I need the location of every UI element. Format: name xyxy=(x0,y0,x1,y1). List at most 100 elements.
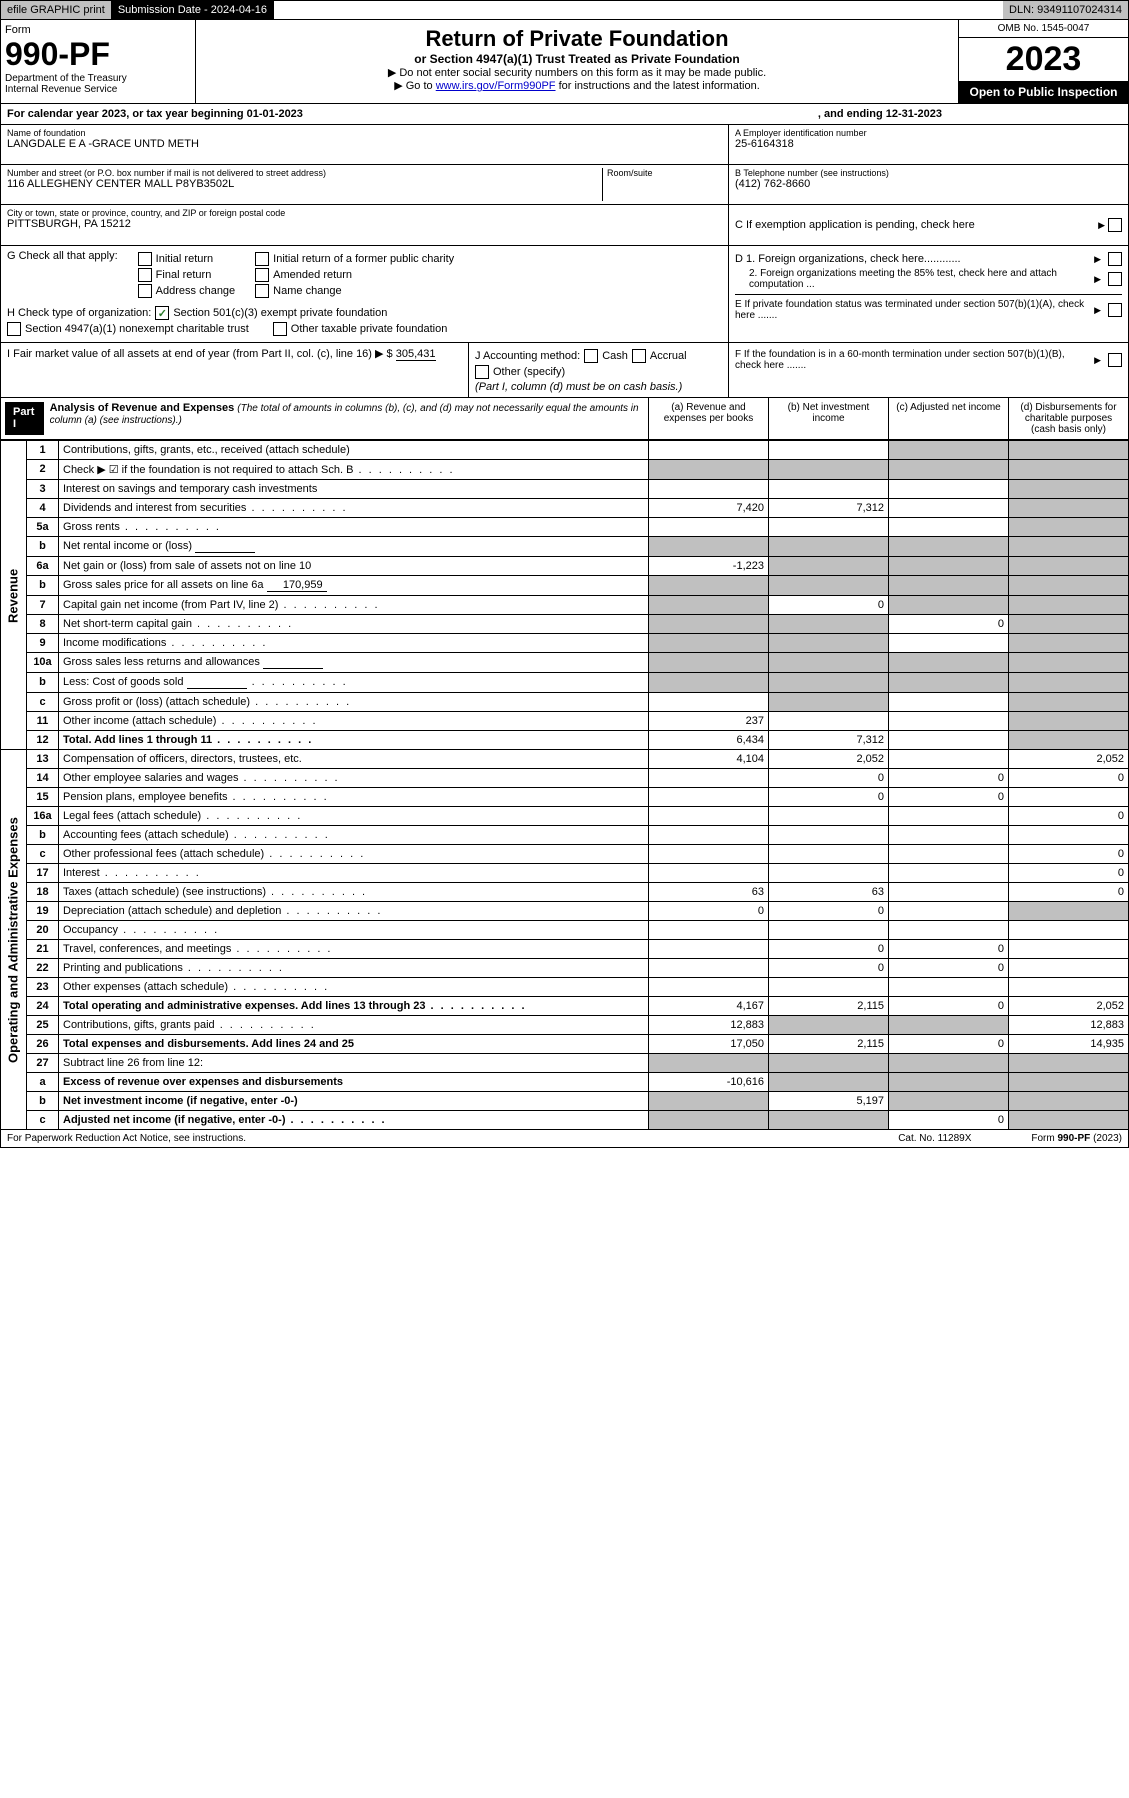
amount-cell xyxy=(889,978,1009,997)
amount-cell xyxy=(1009,788,1129,807)
line-description: Gross rents xyxy=(59,518,649,537)
table-row: bLess: Cost of goods sold xyxy=(1,673,1129,693)
footer-right: Form 990-PF (2023) xyxy=(1031,1133,1122,1144)
line-number: b xyxy=(27,826,59,845)
line-description: Gross sales price for all assets on line… xyxy=(59,576,649,596)
d2-checkbox[interactable] xyxy=(1108,272,1122,286)
amount-cell xyxy=(1009,1073,1129,1092)
line-number: b xyxy=(27,673,59,693)
table-row: 7Capital gain net income (from Part IV, … xyxy=(1,596,1129,615)
amount-cell xyxy=(769,537,889,557)
line-number: 12 xyxy=(27,731,59,750)
form-link[interactable]: www.irs.gov/Form990PF xyxy=(436,80,556,92)
table-row: 21Travel, conferences, and meetings00 xyxy=(1,940,1129,959)
table-row: 3Interest on savings and temporary cash … xyxy=(1,480,1129,499)
line-description: Contributions, gifts, grants paid xyxy=(59,1016,649,1035)
table-row: bGross sales price for all assets on lin… xyxy=(1,576,1129,596)
h-501c3-checkbox[interactable] xyxy=(155,306,169,320)
page-footer: For Paperwork Reduction Act Notice, see … xyxy=(0,1130,1129,1148)
amount-cell: 2,052 xyxy=(1009,997,1129,1016)
j-accrual: Accrual xyxy=(650,350,687,362)
amount-cell: 0 xyxy=(1009,864,1129,883)
amount-cell: 0 xyxy=(889,1035,1009,1054)
line-number: 26 xyxy=(27,1035,59,1054)
amount-cell: 12,883 xyxy=(1009,1016,1129,1035)
f-checkbox[interactable] xyxy=(1108,353,1122,367)
amount-cell: 0 xyxy=(889,997,1009,1016)
line-number: c xyxy=(27,693,59,712)
amount-cell: 7,420 xyxy=(649,499,769,518)
amount-cell: 6,434 xyxy=(649,731,769,750)
amount-cell xyxy=(649,537,769,557)
line-description: Net rental income or (loss) xyxy=(59,537,649,557)
i-value: 305,431 xyxy=(396,348,436,361)
amount-cell xyxy=(769,1111,889,1130)
line-description: Total expenses and disbursements. Add li… xyxy=(59,1035,649,1054)
g-name-checkbox[interactable] xyxy=(255,284,269,298)
amount-cell xyxy=(1009,673,1129,693)
amount-cell xyxy=(1009,441,1129,460)
col-a-hdr: (a) Revenue and expenses per books xyxy=(648,398,768,439)
amount-cell xyxy=(649,693,769,712)
footer-mid: Cat. No. 11289X xyxy=(898,1133,971,1144)
c-checkbox[interactable] xyxy=(1108,218,1122,232)
amount-cell: 2,115 xyxy=(769,1035,889,1054)
year-end: , and ending 12-31-2023 xyxy=(818,108,1122,120)
amount-cell xyxy=(649,615,769,634)
amount-cell xyxy=(889,750,1009,769)
table-row: 4Dividends and interest from securities7… xyxy=(1,499,1129,518)
table-row: 10aGross sales less returns and allowanc… xyxy=(1,653,1129,673)
table-row: 15Pension plans, employee benefits00 xyxy=(1,788,1129,807)
city: PITTSBURGH, PA 15212 xyxy=(7,218,722,230)
check-section-g-d: G Check all that apply: Initial return F… xyxy=(0,246,1129,343)
form-number-box: Form 990-PF Department of the Treasury I… xyxy=(1,20,196,103)
amount-cell xyxy=(889,864,1009,883)
amount-cell xyxy=(889,826,1009,845)
line-description: Check ▶ ☑ if the foundation is not requi… xyxy=(59,460,649,480)
instr-2: ▶ Go to www.irs.gov/Form990PF for instru… xyxy=(202,79,952,92)
amount-cell xyxy=(889,673,1009,693)
year-begin: For calendar year 2023, or tax year begi… xyxy=(7,108,303,120)
line-description: Legal fees (attach schedule) xyxy=(59,807,649,826)
arrow-icon xyxy=(1094,354,1104,366)
j-other-checkbox[interactable] xyxy=(475,365,489,379)
g-initial-checkbox[interactable] xyxy=(138,252,152,266)
table-row: 26Total expenses and disbursements. Add … xyxy=(1,1035,1129,1054)
h-4947-checkbox[interactable] xyxy=(7,322,21,336)
efile-label: efile GRAPHIC print xyxy=(1,1,112,19)
amount-cell xyxy=(769,653,889,673)
h-label: H Check type of organization: xyxy=(7,307,151,319)
line-number: 23 xyxy=(27,978,59,997)
g-addr-checkbox[interactable] xyxy=(138,284,152,298)
e-checkbox[interactable] xyxy=(1108,303,1122,317)
line-number: 3 xyxy=(27,480,59,499)
top-bar: efile GRAPHIC print Submission Date - 20… xyxy=(0,0,1129,20)
amount-cell xyxy=(1009,518,1129,537)
table-row: 20Occupancy xyxy=(1,921,1129,940)
line-number: 25 xyxy=(27,1016,59,1035)
address: 116 ALLEGHENY CENTER MALL P8YB3502L xyxy=(7,178,602,190)
d2-label: 2. Foreign organizations meeting the 85%… xyxy=(735,268,1090,290)
h-501c3: Section 501(c)(3) exempt private foundat… xyxy=(173,307,387,319)
g-amended-checkbox[interactable] xyxy=(255,268,269,282)
line-number: 5a xyxy=(27,518,59,537)
amount-cell: 0 xyxy=(649,902,769,921)
line-description: Occupancy xyxy=(59,921,649,940)
amount-cell xyxy=(1009,499,1129,518)
g-former: Initial return of a former public charit… xyxy=(273,253,454,265)
table-row: bNet investment income (if negative, ent… xyxy=(1,1092,1129,1111)
g-final-checkbox[interactable] xyxy=(138,268,152,282)
g-name: Name change xyxy=(273,285,342,297)
line-description: Taxes (attach schedule) (see instruction… xyxy=(59,883,649,902)
line-number: a xyxy=(27,1073,59,1092)
g-former-checkbox[interactable] xyxy=(255,252,269,266)
amount-cell xyxy=(649,826,769,845)
j-accrual-checkbox[interactable] xyxy=(632,349,646,363)
d1-checkbox[interactable] xyxy=(1108,252,1122,266)
j-cash-checkbox[interactable] xyxy=(584,349,598,363)
table-row: bNet rental income or (loss) xyxy=(1,537,1129,557)
amount-cell xyxy=(1009,460,1129,480)
amount-cell: 63 xyxy=(769,883,889,902)
h-other-checkbox[interactable] xyxy=(273,322,287,336)
line-number: 15 xyxy=(27,788,59,807)
